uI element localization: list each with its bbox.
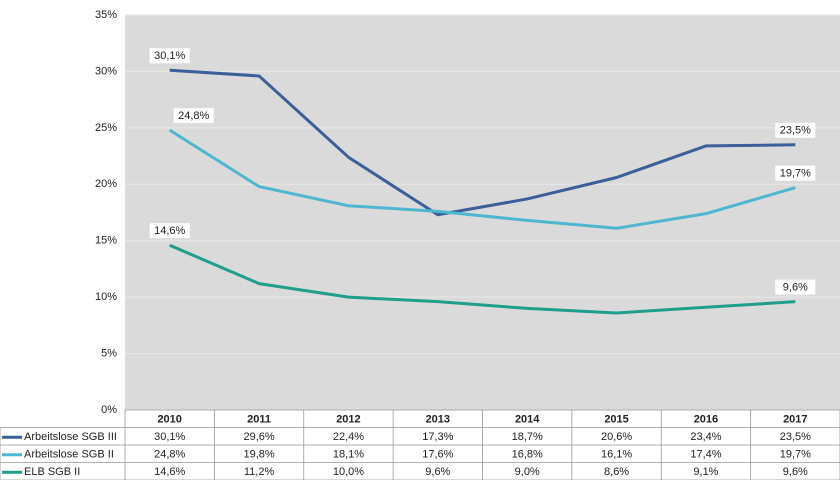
legend-label: Arbeitslose SGB III (24, 431, 117, 443)
data-label: 30,1% (154, 50, 185, 62)
table-cell: 10,0% (333, 466, 364, 478)
data-label: 19,7% (780, 168, 811, 180)
table-cell: 23,5% (780, 431, 811, 443)
table-cell: 9,1% (693, 466, 718, 478)
label-box (149, 48, 190, 64)
table-cell: 29,6% (243, 431, 274, 443)
label-box (173, 108, 214, 124)
x-tick-label: 2013 (426, 414, 450, 426)
y-tick-label: 35% (95, 9, 117, 21)
table-cell: 9,0% (515, 466, 540, 478)
table-cell: 17,6% (422, 449, 453, 461)
label-box (775, 279, 816, 295)
label-box (775, 165, 816, 181)
table-cell: 9,6% (783, 466, 808, 478)
table-cell: 16,8% (512, 449, 543, 461)
legend-label: Arbeitslose SGB II (24, 449, 114, 461)
table-cell: 18,1% (333, 449, 364, 461)
y-tick-label: 0% (101, 404, 117, 416)
y-tick-label: 25% (95, 122, 117, 134)
table-cell: 19,8% (243, 449, 274, 461)
label-box (149, 223, 190, 239)
x-tick-label: 2017 (783, 414, 807, 426)
table-cell: 18,7% (512, 431, 543, 443)
label-box (775, 122, 816, 138)
y-tick-label: 30% (95, 65, 117, 77)
y-tick-label: 15% (95, 235, 117, 247)
x-tick-label: 2012 (336, 414, 360, 426)
table-cell: 17,4% (690, 449, 721, 461)
table-cell: 23,4% (690, 431, 721, 443)
data-label: 23,5% (780, 125, 811, 137)
table-cell: 22,4% (333, 431, 364, 443)
table-cell: 16,1% (601, 449, 632, 461)
table-cell: 30,1% (154, 431, 185, 443)
table-cell: 19,7% (780, 449, 811, 461)
table-cell: 8,6% (604, 466, 629, 478)
table-cell: 20,6% (601, 431, 632, 443)
x-tick-label: 2015 (604, 414, 628, 426)
table-cell: 14,6% (154, 466, 185, 478)
legend-label: ELB SGB II (24, 466, 80, 478)
x-tick-label: 2010 (157, 414, 181, 426)
table-cell: 17,3% (422, 431, 453, 443)
table-cell: 9,6% (425, 466, 450, 478)
data-label: 14,6% (154, 225, 185, 237)
line (169, 68, 796, 217)
data-label: 24,8% (178, 110, 209, 122)
line (169, 243, 796, 315)
y-tick-label: 5% (101, 347, 117, 359)
plot-area (125, 15, 840, 410)
table-cell: 11,2% (244, 466, 275, 478)
x-tick-label: 2011 (247, 414, 271, 426)
line (168, 128, 796, 230)
x-tick-label: 2014 (515, 414, 540, 426)
table-cell: 24,8% (154, 449, 185, 461)
x-tick-label: 2016 (694, 414, 718, 426)
y-tick-label: 10% (95, 291, 117, 303)
y-tick-label: 20% (95, 178, 117, 190)
data-label: 9,6% (783, 282, 808, 294)
